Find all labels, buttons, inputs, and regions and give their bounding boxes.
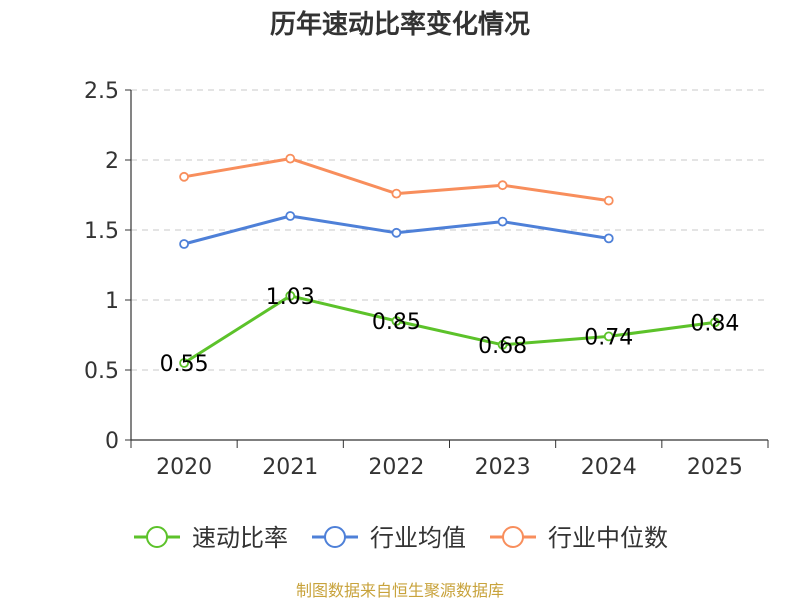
data-point [285, 211, 296, 221]
legend-item[interactable]: 行业均值 [312, 524, 466, 552]
y-tick-label: 2 [105, 149, 119, 174]
data-label: 0.68 [478, 334, 527, 359]
legend-label: 行业均值 [370, 524, 466, 552]
data-point [391, 227, 402, 238]
legend-marker-icon [324, 526, 346, 548]
legend-item[interactable]: 速动比率 [134, 524, 288, 552]
data-point [179, 358, 189, 368]
data-point [603, 233, 614, 244]
x-tick-label: 2023 [475, 455, 531, 480]
data-point [179, 171, 189, 182]
legend-marker-icon [146, 526, 168, 548]
data-label: 0.55 [160, 352, 209, 377]
data-labels: 0.55 1.03 0.85 0.68 0.74 0.84 [160, 285, 740, 377]
data-point [603, 331, 614, 342]
y-tick-label: 0.5 [84, 359, 119, 384]
x-tick-label: 2022 [368, 455, 424, 480]
legend-marker-icon [502, 526, 524, 548]
x-tick-label: 2024 [581, 455, 637, 480]
gridlines [131, 89, 768, 371]
data-point [603, 195, 614, 206]
y-tick-label: 0 [105, 429, 119, 454]
data-point [391, 316, 402, 326]
data-point [179, 239, 189, 249]
y-tick-label: 2.5 [84, 79, 119, 104]
data-point [497, 216, 508, 227]
legend-item[interactable]: 行业中位数 [490, 524, 668, 552]
data-point [497, 180, 508, 191]
data-label: 0.74 [584, 325, 633, 350]
data-point [285, 153, 296, 164]
legend-label: 速动比率 [192, 524, 288, 552]
chart-title: 历年速动比率变化情况 [270, 9, 530, 40]
data-label: 1.03 [266, 285, 315, 310]
y-tick-label: 1.5 [84, 219, 119, 244]
data-point [391, 188, 402, 199]
data-point [710, 317, 720, 328]
x-tick-label: 2025 [687, 455, 743, 480]
y-tick-label: 1 [105, 289, 119, 314]
series-group [179, 153, 720, 368]
data-label: 0.84 [690, 311, 739, 336]
data-source-note: 制图数据来自恒生聚源数据库 [296, 581, 504, 600]
data-point [497, 339, 508, 350]
data-label: 0.85 [372, 310, 421, 335]
x-tick-label: 2021 [262, 455, 318, 480]
legend[interactable]: 速动比率 行业均值 行业中位数 [134, 524, 668, 552]
data-point [285, 290, 296, 301]
legend-label: 行业中位数 [548, 524, 668, 552]
x-tick-label: 2020 [156, 455, 212, 480]
series-line [183, 294, 716, 365]
axes: 0 0.5 1 1.5 2 2.5 2020 2021 2022 2023 2024 2025 [84, 79, 769, 480]
